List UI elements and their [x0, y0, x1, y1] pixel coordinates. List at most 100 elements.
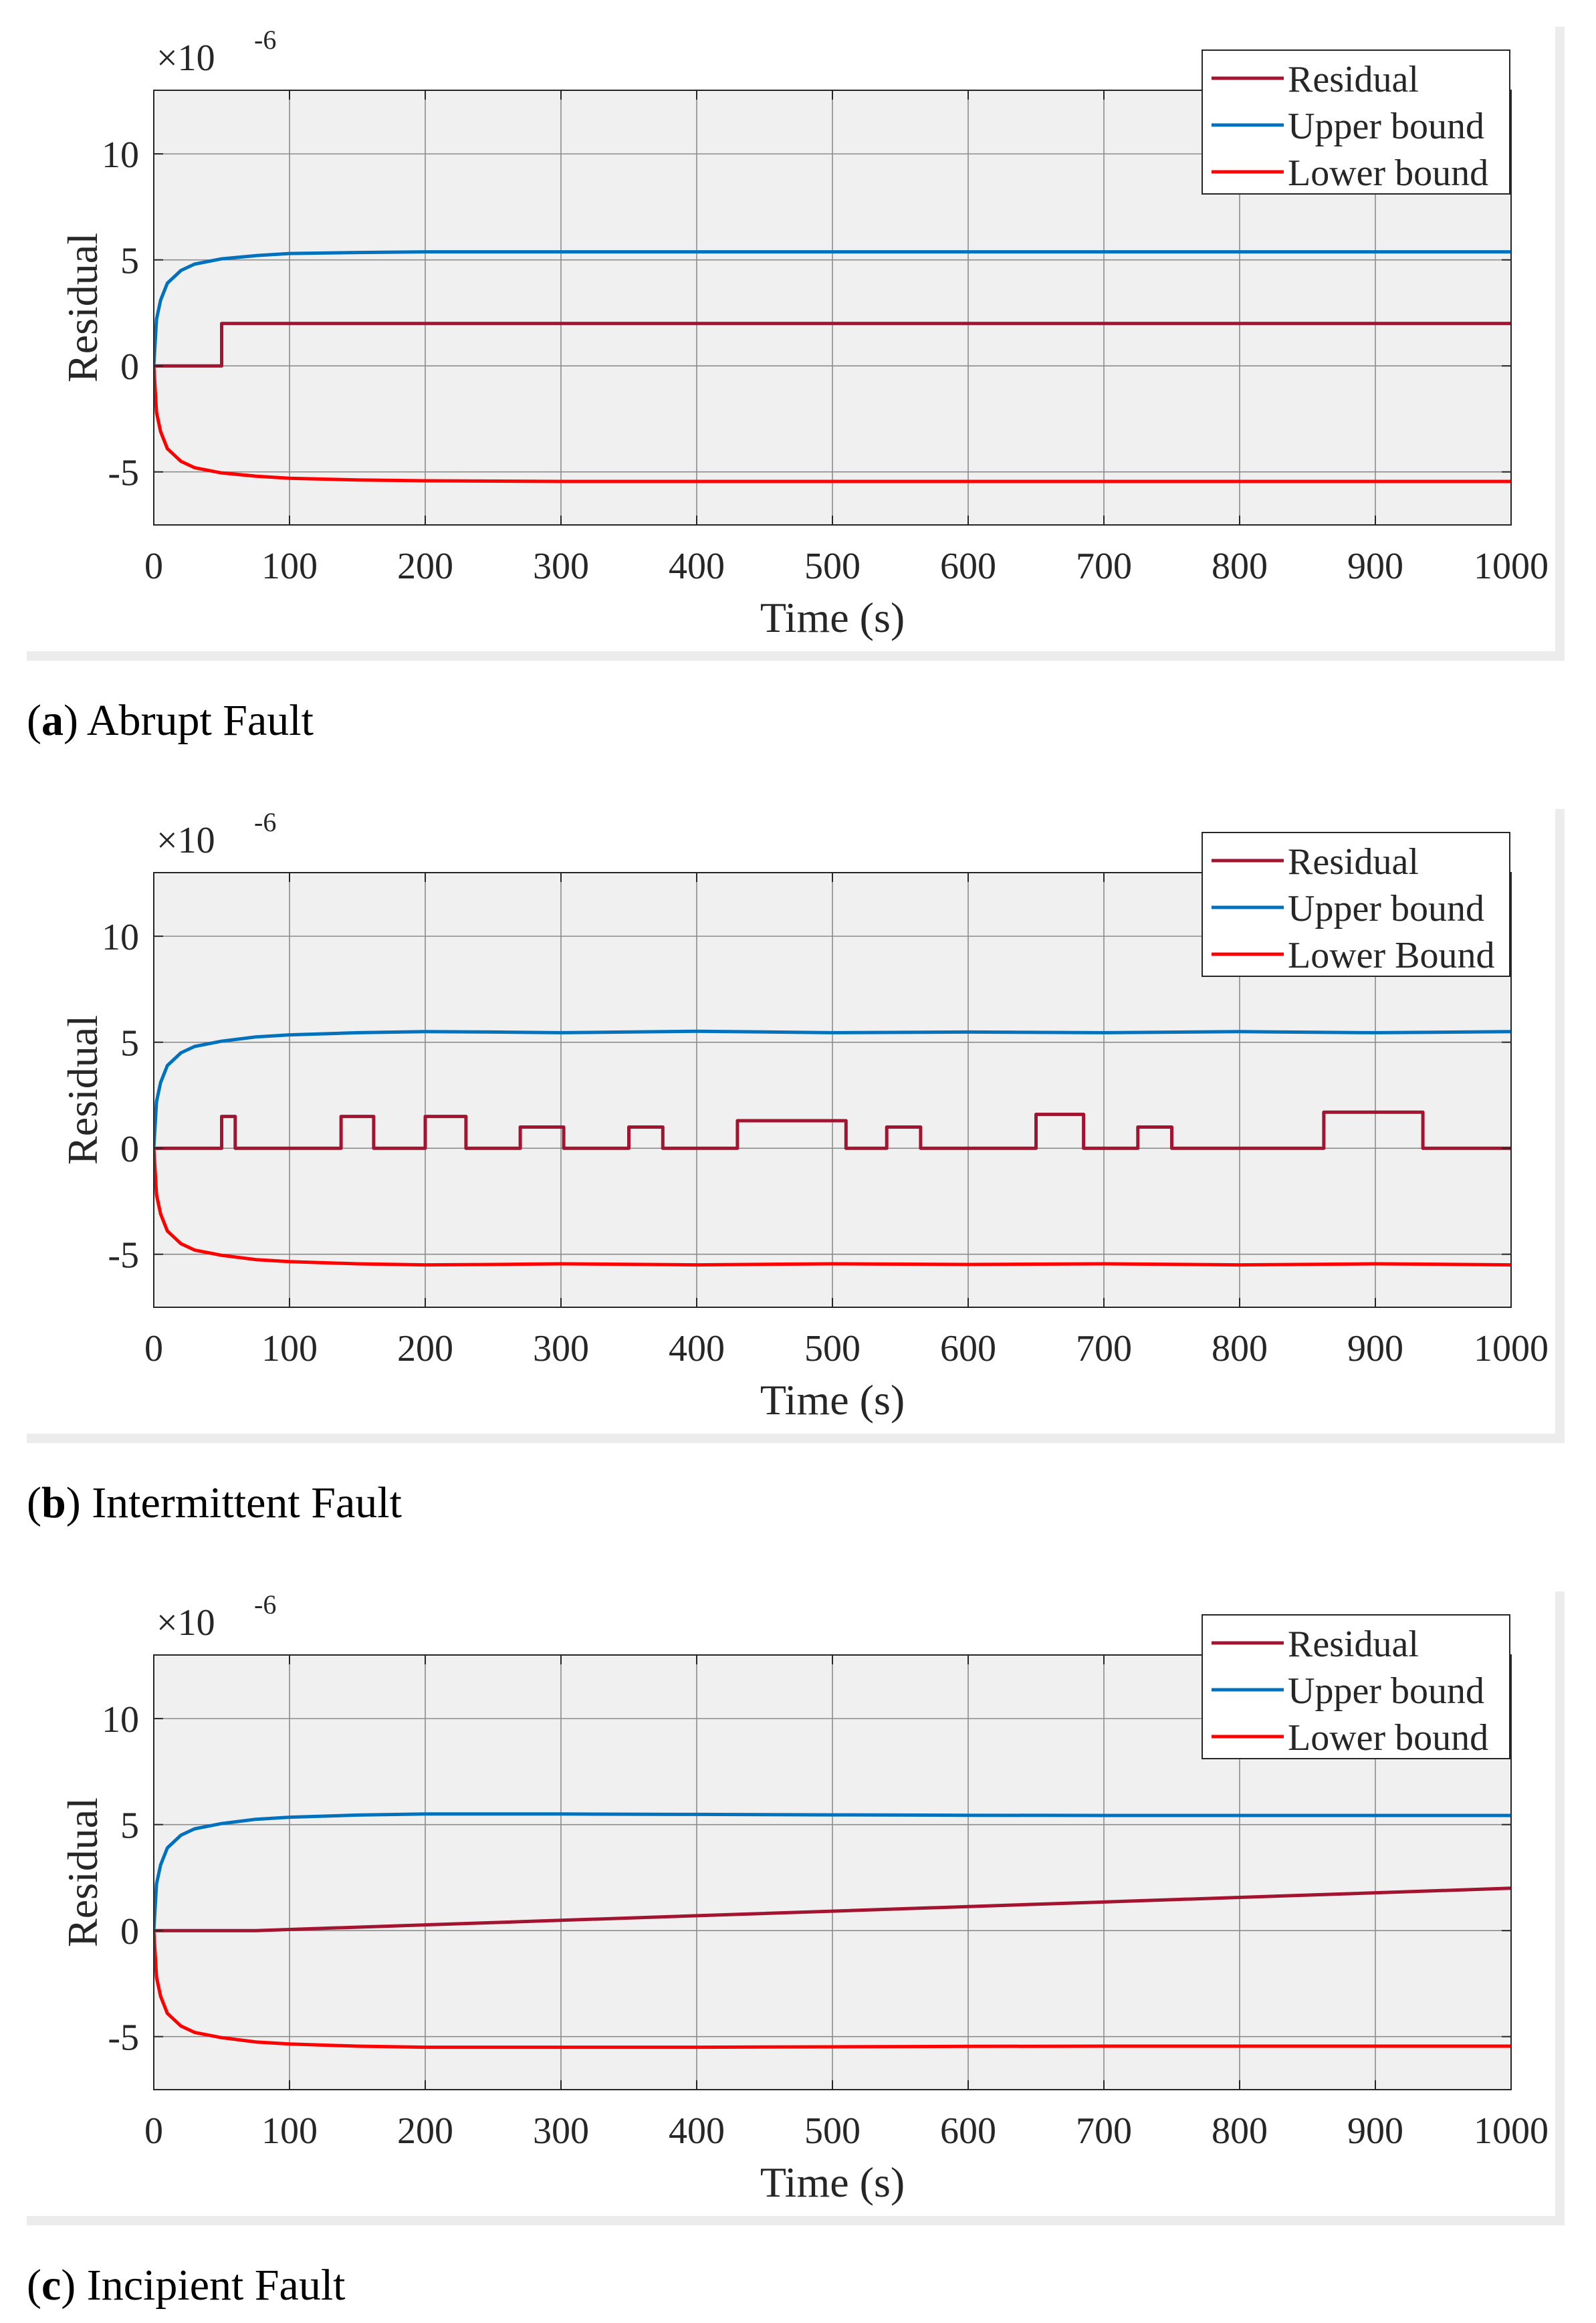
series-line-lower-bound: [154, 1148, 1511, 1267]
exponent-label: ×10: [156, 820, 215, 861]
y-axis-label: Residual: [59, 1015, 106, 1165]
series-line-lower-bound: [154, 366, 1511, 483]
y-axis-label: Residual: [59, 1797, 106, 1947]
series-line-residual: [154, 1110, 1511, 1150]
series-line-upper-bound: [154, 1029, 1511, 1149]
x-tick-label: 500: [804, 2110, 861, 2152]
x-tick-label: 0: [144, 546, 163, 587]
legend-label: Residual: [1288, 59, 1419, 100]
x-axis-label: Time (s): [760, 1376, 905, 1424]
legend-label: Upper bound: [1288, 1670, 1484, 1712]
series-group: [154, 250, 1511, 483]
x-tick-label: 900: [1347, 1328, 1403, 1369]
series-group: [154, 1029, 1511, 1267]
caption-a: (a) Abrupt Fault: [27, 696, 314, 745]
y-tick-label: -5: [108, 453, 139, 494]
exponent-power: -6: [254, 809, 276, 837]
series-line-residual: [154, 322, 1511, 368]
series-line-upper-bound: [154, 250, 1511, 366]
x-tick-label: 600: [940, 2110, 996, 2152]
x-tick-label: 100: [261, 1328, 318, 1369]
exponent-power: -6: [254, 27, 276, 55]
caption-c: (c) Incipient Fault: [27, 2261, 346, 2310]
x-tick-label: 900: [1347, 546, 1403, 587]
caption-b-text: Intermittent Fault: [92, 1478, 402, 1527]
legend-label: Lower bound: [1288, 152, 1488, 194]
y-tick-label: 10: [102, 134, 139, 176]
x-tick-label: 700: [1076, 1328, 1132, 1369]
x-axis-label: Time (s): [760, 2159, 905, 2206]
figure-bottom-strip: [27, 651, 1565, 661]
figure-bottom-strip: [27, 2216, 1565, 2225]
exponent-label: ×10: [156, 1602, 215, 1644]
chart-c: 0 100 200 300 400 500 600 700 800 900 1000 -5 0 5 10 ×1…: [27, 1591, 1565, 2225]
series-group: [154, 1812, 1511, 2050]
x-tick-label: 500: [804, 1328, 861, 1369]
legend-label: Residual: [1288, 1624, 1419, 1665]
x-tick-label: 600: [940, 1328, 996, 1369]
panel-a: 0 100 200 300 400 500 600 700 800 900 1000 -5 0 5 10 ×1…: [27, 27, 1565, 661]
x-axis-label: Time (s): [760, 594, 905, 641]
series-line-upper-bound: [154, 1812, 1511, 1931]
y-tick-label: 10: [102, 917, 139, 958]
y-tick-label: 10: [102, 1699, 139, 1741]
legend-box: [1202, 1614, 1510, 1759]
x-tick-label: 400: [669, 546, 725, 587]
y-axis-label: Residual: [59, 233, 106, 382]
figure-right-strip: [1555, 27, 1565, 661]
x-tick-label: 100: [261, 546, 318, 587]
legend-label: Lower Bound: [1288, 935, 1495, 976]
figure-right-strip: [1555, 1591, 1565, 2225]
y-tick-label: 5: [120, 1805, 139, 1847]
x-tick-label: 500: [804, 546, 861, 587]
caption-c-letter: c: [41, 2261, 62, 2310]
x-tick-label: 300: [533, 1328, 589, 1369]
x-tick-label: 400: [669, 1328, 725, 1369]
x-tick-label: 1000: [1474, 2110, 1549, 2152]
y-tick-label: -5: [108, 2017, 139, 2059]
figure-bottom-strip: [27, 1434, 1565, 1443]
legend-label: Residual: [1288, 841, 1419, 883]
caption-b-letter: b: [41, 1478, 66, 1527]
caption-c-text: Incipient Fault: [86, 2261, 346, 2310]
legend-box: [1202, 49, 1510, 195]
x-tick-label: 800: [1212, 1328, 1268, 1369]
y-tick-label: -5: [108, 1235, 139, 1277]
legend-label: Lower bound: [1288, 1717, 1488, 1759]
exponent-power: -6: [254, 1591, 276, 1620]
x-tick-label: 0: [144, 2110, 163, 2152]
x-tick-label: 800: [1212, 546, 1268, 587]
legend-label: Upper bound: [1288, 106, 1484, 147]
series-line-lower-bound: [154, 1930, 1511, 2050]
x-tick-label: 200: [397, 2110, 453, 2152]
x-tick-label: 1000: [1474, 1328, 1549, 1369]
legend-label: Upper bound: [1288, 888, 1484, 929]
x-tick-label: 200: [397, 546, 453, 587]
x-tick-label: 300: [533, 2110, 589, 2152]
x-tick-label: 600: [940, 546, 996, 587]
series-line-residual: [154, 1886, 1511, 1932]
y-tick-label: 5: [120, 241, 139, 282]
caption-b: (b) Intermittent Fault: [27, 1478, 402, 1527]
x-tick-label: 1000: [1474, 546, 1549, 587]
y-tick-label: 5: [120, 1023, 139, 1065]
legend-box: [1202, 832, 1510, 977]
x-tick-label: 700: [1076, 546, 1132, 587]
x-tick-label: 400: [669, 2110, 725, 2152]
x-tick-label: 700: [1076, 2110, 1132, 2152]
exponent-label: ×10: [156, 37, 215, 79]
x-tick-label: 900: [1347, 2110, 1403, 2152]
caption-a-letter: a: [41, 696, 64, 745]
x-tick-label: 100: [261, 2110, 318, 2152]
x-tick-label: 800: [1212, 2110, 1268, 2152]
chart-b: 0 100 200 300 400 500 600 700 800 900 1000 -5 0 5 10 ×1…: [27, 809, 1565, 1443]
panel-b: 0 100 200 300 400 500 600 700 800 900 1000 -5 0 5 10 ×1…: [27, 809, 1565, 1443]
x-tick-label: 300: [533, 546, 589, 587]
panel-c: 0 100 200 300 400 500 600 700 800 900 1000 -5 0 5 10 ×1…: [27, 1591, 1565, 2225]
y-tick-label: 0: [120, 1911, 139, 1953]
caption-a-text: Abrupt Fault: [86, 696, 314, 745]
x-tick-label: 0: [144, 1328, 163, 1369]
chart-a: 0 100 200 300 400 500 600 700 800 900 1000 -5 0 5 10 ×1…: [27, 27, 1565, 661]
figure-right-strip: [1555, 809, 1565, 1443]
x-tick-label: 200: [397, 1328, 453, 1369]
